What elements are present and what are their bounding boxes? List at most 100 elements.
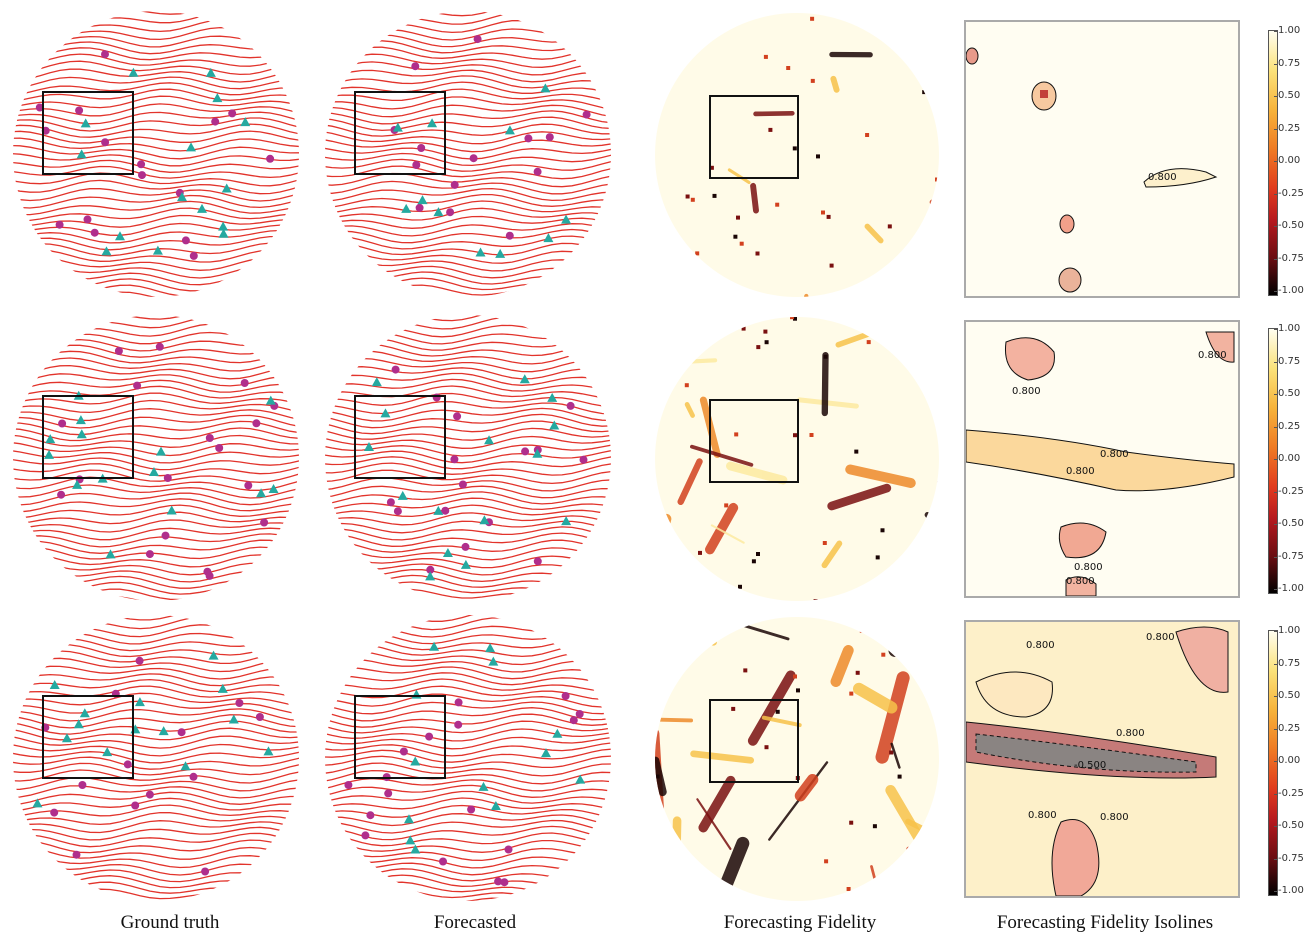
isoline-panel: 0.800 0.800 0.800 -0.500 0.800 0.800 (964, 620, 1240, 898)
defect-plus-marker (161, 531, 170, 540)
colorbar-tick-label: -0.25 (1274, 485, 1304, 497)
defect-minus-marker (228, 714, 239, 724)
defect-plus-marker (441, 506, 450, 515)
caption-forecasted: Forecasted (433, 912, 517, 933)
defect-plus-marker (454, 698, 463, 707)
defect-minus-marker (158, 726, 169, 736)
colorbar-gradient (1269, 31, 1277, 295)
defect-minus-marker (114, 231, 125, 241)
defect-plus-marker (255, 713, 264, 721)
defect-minus-marker (128, 67, 139, 77)
defect-plus-marker (411, 62, 420, 71)
defect-plus-marker (181, 236, 190, 245)
defect-plus-marker (582, 110, 591, 119)
defect-plus-marker (244, 481, 253, 490)
defect-plus-marker (454, 720, 463, 729)
forecasted-panel (322, 612, 614, 904)
colorbar-tick-label: 0.25 (1273, 122, 1301, 134)
ground-truth-panel (10, 312, 302, 604)
defect-plus-marker (566, 401, 575, 410)
defect-plus-marker (344, 781, 353, 789)
defect-minus-marker (72, 479, 83, 489)
defect-minus-marker (478, 781, 489, 791)
defect-plus-marker (133, 381, 142, 390)
defect-plus-marker (505, 231, 514, 240)
defect-minus-marker (265, 395, 276, 405)
defect-minus-marker (549, 420, 560, 430)
defect-minus-marker (256, 488, 267, 498)
defect-plus-marker (412, 161, 421, 169)
defect-plus-marker (145, 790, 154, 799)
defect-plus-marker (524, 134, 533, 143)
defect-plus-marker (101, 138, 110, 147)
colorbar-tick-label: -0.75 (1274, 252, 1304, 264)
colorbar-tick-label: -0.75 (1274, 550, 1304, 562)
colorbar-tick-label: -1.00 (1274, 885, 1304, 896)
defect-minus-marker (484, 435, 495, 445)
defect-plus-marker (426, 565, 435, 574)
defect-plus-marker (35, 103, 44, 112)
defect-plus-marker (189, 251, 198, 260)
colorbar-tick-label: -1.00 (1274, 285, 1304, 296)
defect-plus-marker (201, 867, 210, 876)
isoline-label: 0.800 (1012, 386, 1041, 397)
defect-minus-marker (217, 683, 228, 693)
defect-plus-marker (123, 760, 132, 769)
colorbar-tick-label: 0.75 (1273, 657, 1301, 669)
defect-minus-marker (221, 183, 232, 193)
colorbar-tick-label: 0.75 (1273, 57, 1301, 69)
colorbar-tick-label: -0.50 (1274, 220, 1304, 231)
defect-plus-marker (439, 857, 447, 866)
colorbar (1268, 630, 1278, 896)
defect-plus-marker (205, 571, 214, 580)
colorbar-tick-label: -0.75 (1274, 852, 1304, 864)
colorbar-tick-label: 1.00 (1273, 25, 1301, 36)
colorbar-tick-label: 0.50 (1273, 388, 1301, 399)
isoline-label: 0.800 (1066, 576, 1095, 587)
fidelity-heatmap-panel (652, 10, 942, 300)
defect-plus-marker (415, 203, 424, 212)
defect-minus-marker (429, 641, 440, 651)
defect-minus-marker (32, 798, 43, 808)
defect-minus-marker (479, 515, 490, 525)
defect-minus-marker (101, 246, 112, 256)
defect-plus-marker (189, 772, 198, 781)
defect-plus-marker (450, 455, 459, 464)
isoline-panel: 0.800 0.800 0.800 0.800 0.800 0.800 (964, 320, 1240, 598)
zoom-region-box (354, 91, 446, 175)
defect-minus-marker (417, 195, 428, 205)
colorbar-tick-label: 0.00 (1273, 155, 1301, 166)
defect-minus-marker (425, 571, 436, 581)
caption-forecasting-fidelity-isolines: Forecasting Fidelity Isolines (996, 912, 1214, 933)
defect-plus-marker (561, 692, 570, 700)
defect-plus-marker (58, 419, 67, 428)
colorbar-tick-label: 0.00 (1273, 453, 1301, 464)
defect-plus-marker (393, 507, 402, 516)
defect-minus-marker (401, 203, 412, 213)
defect-minus-marker (532, 448, 543, 458)
defect-minus-marker (205, 67, 216, 77)
defect-minus-marker (403, 814, 414, 824)
defect-plus-marker (215, 444, 224, 452)
zoom-region-box (42, 91, 134, 175)
defect-plus-marker (114, 347, 123, 355)
defect-plus-marker (138, 171, 146, 180)
defect-minus-marker (410, 756, 421, 766)
defect-plus-marker (155, 342, 164, 351)
defect-plus-marker (366, 811, 375, 820)
defect-plus-marker (55, 220, 64, 229)
defect-minus-marker (380, 408, 391, 418)
defect-plus-marker (252, 419, 261, 428)
defect-plus-marker (473, 35, 482, 44)
defect-plus-marker (432, 393, 441, 402)
isoline-label: 0.800 (1100, 449, 1129, 460)
defect-plus-marker (504, 845, 513, 854)
defect-minus-marker (410, 844, 421, 854)
defect-minus-marker (427, 118, 438, 128)
defect-minus-marker (547, 392, 558, 402)
isoline-label: 0.800 (1026, 640, 1055, 651)
zoom-region-box (42, 395, 134, 479)
defect-minus-marker (541, 748, 552, 758)
isoline-label: -0.500 (1074, 760, 1106, 771)
defect-plus-marker (260, 518, 269, 527)
